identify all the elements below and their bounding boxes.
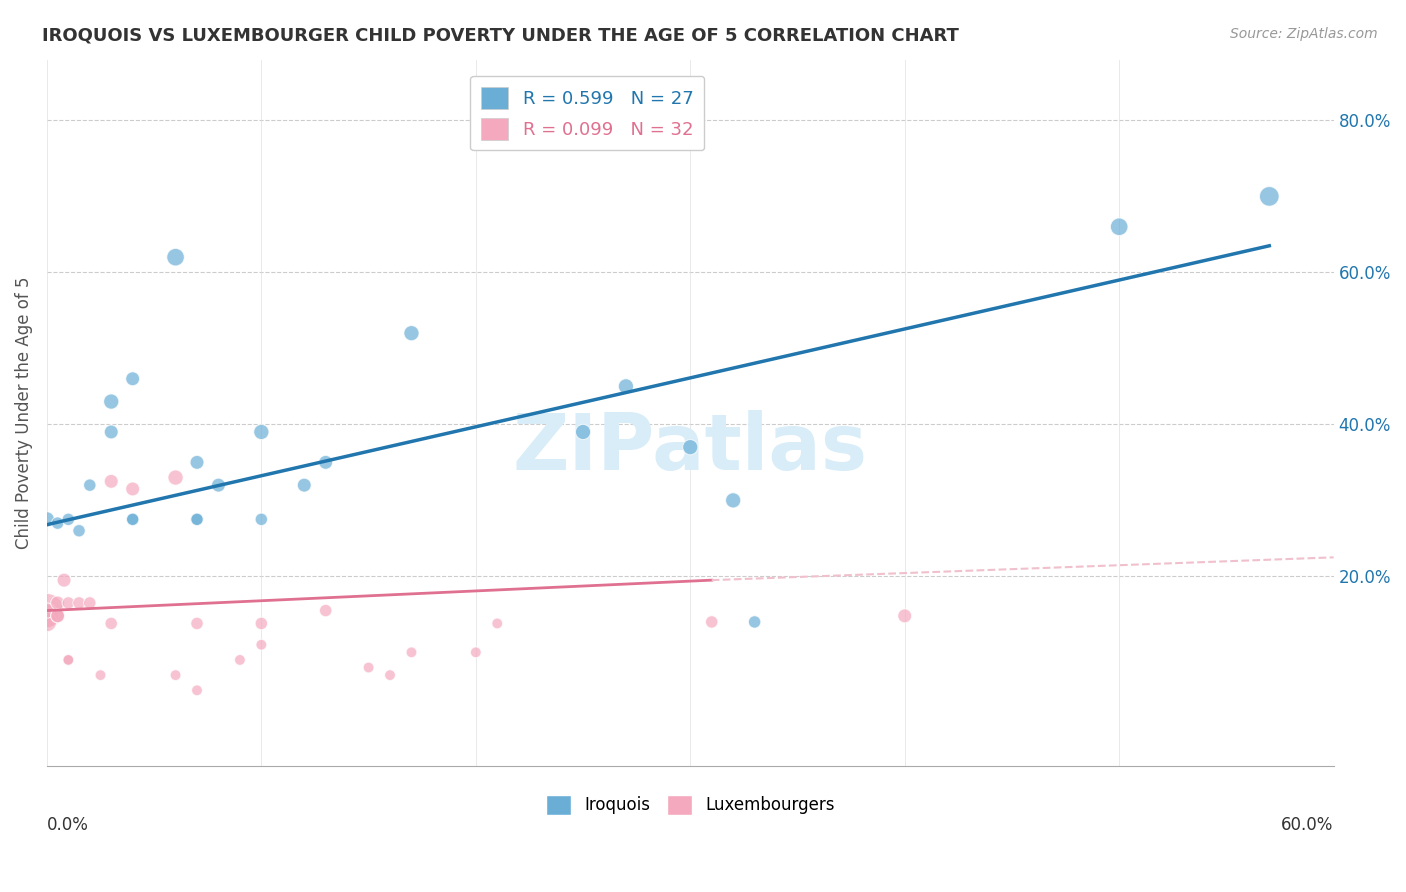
Point bbox=[35, 603, 58, 617]
Point bbox=[700, 615, 723, 629]
Point bbox=[67, 524, 90, 538]
Point bbox=[315, 603, 337, 617]
Point bbox=[186, 455, 208, 469]
Point bbox=[79, 478, 101, 492]
Point bbox=[401, 645, 423, 659]
Point bbox=[357, 660, 380, 674]
Point bbox=[1258, 189, 1281, 203]
Point bbox=[292, 478, 315, 492]
Point bbox=[58, 653, 80, 667]
Point bbox=[893, 608, 915, 623]
Point bbox=[207, 478, 229, 492]
Point bbox=[35, 608, 58, 623]
Point bbox=[79, 596, 101, 610]
Point bbox=[121, 372, 143, 386]
Point bbox=[165, 668, 187, 682]
Point bbox=[315, 455, 337, 469]
Point bbox=[250, 616, 273, 631]
Legend: Iroquois, Luxembourgers: Iroquois, Luxembourgers bbox=[538, 788, 841, 822]
Point bbox=[100, 425, 122, 439]
Y-axis label: Child Poverty Under the Age of 5: Child Poverty Under the Age of 5 bbox=[15, 277, 32, 549]
Point bbox=[100, 475, 122, 489]
Text: ZIPatlas: ZIPatlas bbox=[513, 410, 868, 486]
Point bbox=[35, 615, 58, 629]
Point bbox=[1108, 219, 1130, 234]
Point bbox=[89, 668, 111, 682]
Point bbox=[53, 573, 76, 587]
Point bbox=[250, 638, 273, 652]
Point bbox=[58, 512, 80, 526]
Point bbox=[165, 250, 187, 264]
Point bbox=[401, 326, 423, 341]
Point bbox=[46, 596, 69, 610]
Text: Source: ZipAtlas.com: Source: ZipAtlas.com bbox=[1230, 27, 1378, 41]
Point bbox=[58, 653, 80, 667]
Point bbox=[229, 653, 252, 667]
Point bbox=[35, 512, 58, 526]
Point bbox=[165, 470, 187, 484]
Point bbox=[744, 615, 766, 629]
Point bbox=[58, 596, 80, 610]
Point bbox=[46, 608, 69, 623]
Text: 0.0%: 0.0% bbox=[46, 816, 89, 834]
Point bbox=[721, 493, 744, 508]
Point bbox=[100, 616, 122, 631]
Point bbox=[486, 616, 509, 631]
Text: IROQUOIS VS LUXEMBOURGER CHILD POVERTY UNDER THE AGE OF 5 CORRELATION CHART: IROQUOIS VS LUXEMBOURGER CHILD POVERTY U… bbox=[42, 27, 959, 45]
Point bbox=[250, 425, 273, 439]
Point bbox=[67, 596, 90, 610]
Point bbox=[121, 512, 143, 526]
Point bbox=[121, 512, 143, 526]
Point bbox=[46, 516, 69, 530]
Point bbox=[35, 603, 58, 617]
Point bbox=[378, 668, 401, 682]
Point bbox=[464, 645, 486, 659]
Point bbox=[186, 512, 208, 526]
Point bbox=[121, 482, 143, 496]
Point bbox=[614, 379, 637, 393]
Point bbox=[679, 440, 702, 454]
Point bbox=[186, 683, 208, 698]
Text: 60.0%: 60.0% bbox=[1281, 816, 1334, 834]
Point bbox=[250, 512, 273, 526]
Point bbox=[186, 512, 208, 526]
Point bbox=[572, 425, 595, 439]
Point bbox=[100, 394, 122, 409]
Point bbox=[186, 616, 208, 631]
Point bbox=[46, 608, 69, 623]
